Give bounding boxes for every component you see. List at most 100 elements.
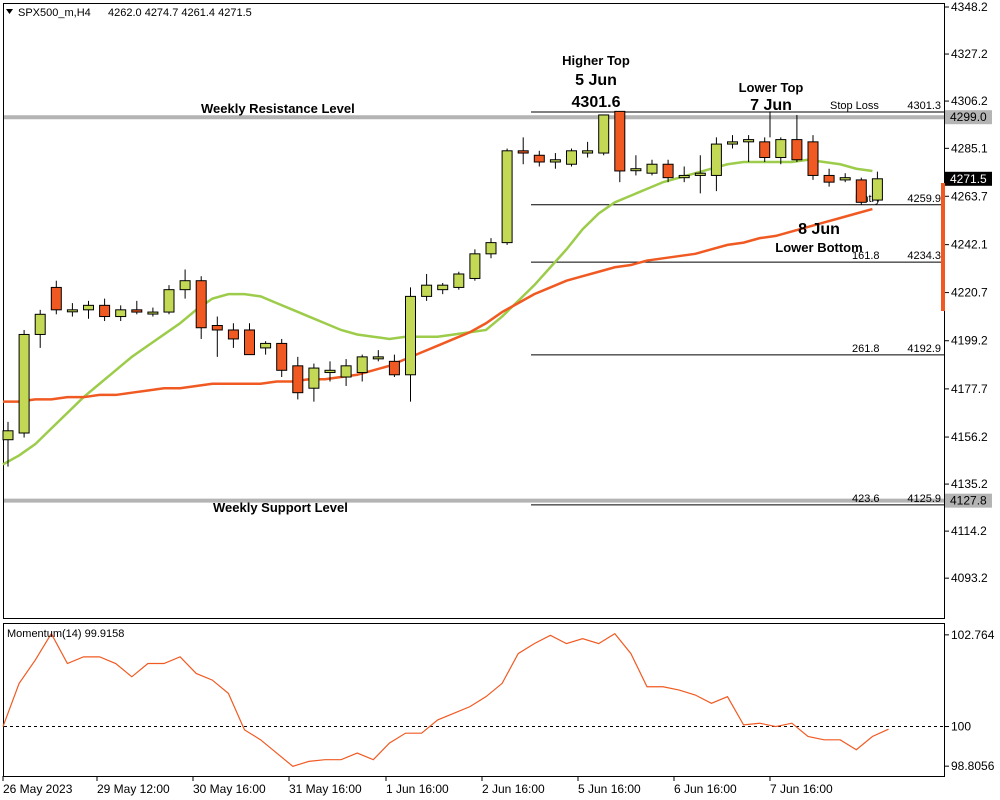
candle-bull [356, 356, 368, 374]
symbol-dropdown-icon[interactable] [6, 9, 13, 14]
current-price-tag-text: 4271.5 [950, 172, 987, 186]
fib-level-name: 423.6 [852, 493, 880, 505]
candle-bear [791, 139, 803, 161]
candle-bear [195, 280, 207, 329]
price-tick-label: 4199.2 [951, 334, 988, 348]
fib-level-value: 4125.9 [907, 493, 941, 505]
price-tick-label: 4306.2 [951, 94, 988, 108]
time-tick-label: 1 Jun 16:00 [386, 782, 449, 796]
lower-top-date: 7 Jun [750, 97, 792, 114]
price-tick-label: 4156.2 [951, 430, 988, 444]
resistance-level-label: Weekly Resistance Level [201, 101, 355, 116]
time-tick-label: 5 Jun 16:00 [578, 782, 641, 796]
candles-layer [2, 110, 883, 467]
level-price-tag [945, 110, 992, 125]
price-tick-label: 4285.1 [951, 141, 988, 155]
candle-bear [244, 329, 255, 356]
candle-bull [18, 333, 30, 434]
candle-bear [292, 365, 304, 394]
candle-bear [807, 141, 819, 176]
candle-bull [179, 280, 191, 291]
candle-bull [598, 114, 610, 154]
price-tick-label: 4242.1 [951, 238, 988, 252]
momentum-title: Momentum(14) 99.9158 [7, 628, 124, 640]
time-axis[interactable]: 26 May 2023 29 May 12:00 30 May 16:00 31 Ma… [2, 776, 833, 796]
price-tick-label: 4135.2 [951, 477, 988, 491]
candle-bull [646, 163, 658, 174]
time-tick-label: 30 May 16:00 [193, 782, 266, 796]
candle-bull [421, 284, 433, 297]
candle-bull [694, 172, 706, 176]
candle-bull [34, 313, 46, 335]
fib-level-value: 4301.3 [907, 100, 941, 112]
candle-bull [163, 289, 175, 313]
candle-bull [566, 150, 577, 165]
price-tick-label: 4177.7 [951, 382, 988, 396]
candle-bull [260, 342, 272, 349]
candle-bull [453, 273, 465, 288]
candle-bull [582, 150, 594, 154]
momentum-tick-label: 98.8056 [951, 759, 995, 773]
candle-bull [501, 150, 513, 244]
candle-bull [727, 141, 738, 145]
momentum-tick-label: 102.764 [951, 628, 995, 642]
price-axis[interactable]: 4348.2 4327.2 4306.2 4285.1 4263.7 4242.1 4220… [941, 0, 992, 585]
main-chart-frame [3, 3, 945, 619]
level-price-tag-text: 4299.0 [950, 110, 987, 124]
candle-bull [775, 139, 787, 159]
candle-bull [340, 365, 352, 378]
time-tick-label: 6 Jun 16:00 [674, 782, 737, 796]
price-tick-label: 4220.7 [951, 286, 988, 300]
candle-bear [388, 360, 400, 376]
candle-bear [227, 329, 239, 340]
candle-bull [308, 367, 320, 389]
price-tick-label: 4348.2 [951, 0, 988, 14]
candle-bull [839, 177, 851, 181]
support-level-label: Weekly Support Level [213, 500, 348, 515]
price-tick-label: 4263.7 [951, 189, 988, 203]
fib-level-value: 4259.9 [907, 193, 941, 205]
higher-top-title: Higher Top [562, 53, 630, 68]
ohlc-readout: 4262.0 4274.7 4261.4 4271.5 [108, 7, 252, 19]
candle-bull [372, 356, 384, 360]
symbol-label: SPX500_m,H4 [18, 7, 91, 19]
level-price-tag-text: 4127.8 [950, 494, 987, 508]
candle-bull [871, 178, 883, 201]
candle-bull [630, 168, 642, 172]
time-tick-label: 26 May 2023 [3, 782, 73, 796]
candle-bull [115, 309, 127, 318]
momentum-panel-frame [3, 623, 945, 777]
candle-bear [211, 325, 223, 331]
candle-bull [83, 304, 94, 311]
current-price-tag [945, 171, 992, 186]
candle-bear [614, 110, 626, 172]
candle-bull [678, 174, 690, 179]
momentum-tick-label: 100 [951, 720, 971, 734]
price-tick-label: 4093.2 [951, 571, 988, 585]
candle-bull [2, 430, 14, 441]
candle-bear [131, 309, 143, 313]
candle-bull [549, 159, 561, 163]
candle-bear [533, 154, 545, 163]
candle-bear [99, 304, 111, 318]
candle-bull [710, 143, 722, 176]
candle-bull [437, 284, 449, 291]
ma-slow-line [3, 207, 873, 403]
momentum-layer: 102.764 100 98.8056 [2, 628, 995, 773]
ma-fast-line [2, 158, 873, 466]
candle-bear [855, 179, 867, 203]
candle-bull [743, 139, 755, 143]
level-price-tag [945, 493, 992, 508]
time-tick-label: 2 Jun 16:00 [482, 782, 545, 796]
moving-averages-layer [2, 158, 873, 466]
candle-bull [469, 253, 481, 279]
candle-bull [405, 295, 416, 376]
fib-level-name: 261.8 [852, 343, 880, 355]
candle-bear [50, 286, 62, 311]
candle-bull [485, 242, 497, 255]
fib-level-value: 4234.3 [907, 250, 941, 262]
higher-top-date: 5 Jun [575, 72, 617, 89]
time-tick-label: 29 May 12:00 [97, 782, 170, 796]
